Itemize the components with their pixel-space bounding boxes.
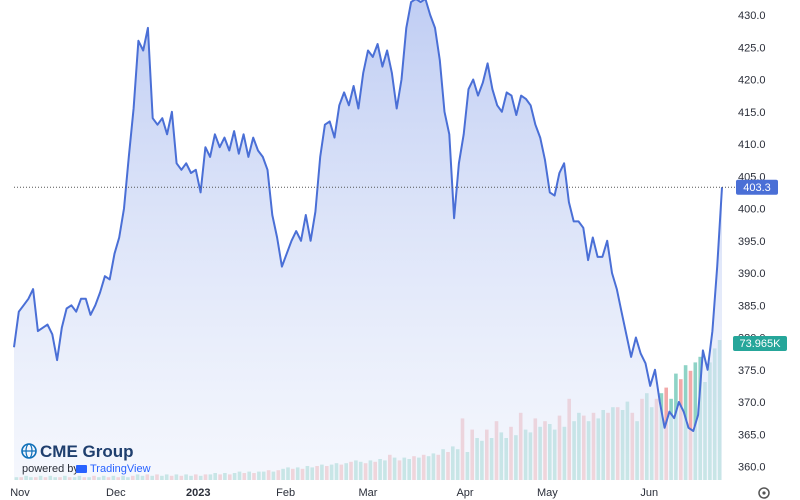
y-tick-label: 365.0	[738, 429, 766, 441]
volume-bar	[688, 370, 693, 480]
attribution[interactable]: powered by TradingView	[22, 463, 151, 475]
y-tick-label: 360.0	[738, 462, 766, 474]
provider-name: TradingView	[90, 463, 151, 475]
gear-icon[interactable]	[758, 487, 770, 499]
y-tick-label: 430.0	[738, 10, 766, 22]
cme-logo: CME Group	[21, 442, 134, 461]
x-axis: Nov Dec 2023 Feb Mar Apr May Jun	[10, 487, 658, 499]
globe-icon	[21, 443, 37, 459]
y-tick-label: 400.0	[738, 204, 766, 216]
powered-by-text: powered by	[22, 463, 79, 475]
y-tick-label: 420.0	[738, 75, 766, 87]
x-tick-label: 2023	[186, 487, 210, 499]
x-tick-label: Feb	[276, 487, 295, 499]
x-tick-label: May	[537, 487, 558, 499]
price-area-fill	[14, 0, 722, 480]
x-tick-label: Jun	[640, 487, 658, 499]
x-tick-label: Dec	[106, 487, 126, 499]
y-tick-label: 375.0	[738, 365, 766, 377]
y-tick-label: 410.0	[738, 139, 766, 151]
last-volume-value: 73.965K	[740, 338, 782, 350]
y-tick-label: 425.0	[738, 42, 766, 54]
company-name: CME Group	[40, 442, 134, 461]
y-axis: 430.0425.0420.0415.0410.0405.0400.0395.0…	[738, 10, 766, 474]
y-tick-label: 390.0	[738, 268, 766, 280]
y-tick-label: 395.0	[738, 236, 766, 248]
x-tick-label: Apr	[456, 487, 473, 499]
y-tick-label: 370.0	[738, 397, 766, 409]
y-tick-label: 385.0	[738, 300, 766, 312]
x-tick-label: Nov	[10, 487, 30, 499]
x-tick-label: Mar	[359, 487, 378, 499]
price-line	[13, 0, 723, 432]
last-volume-label: 73.965K	[733, 336, 787, 351]
tradingview-logo-icon	[76, 465, 87, 473]
last-price-label: 403.3	[736, 179, 778, 195]
last-price-value: 403.3	[743, 182, 771, 194]
y-tick-label: 415.0	[738, 107, 766, 119]
